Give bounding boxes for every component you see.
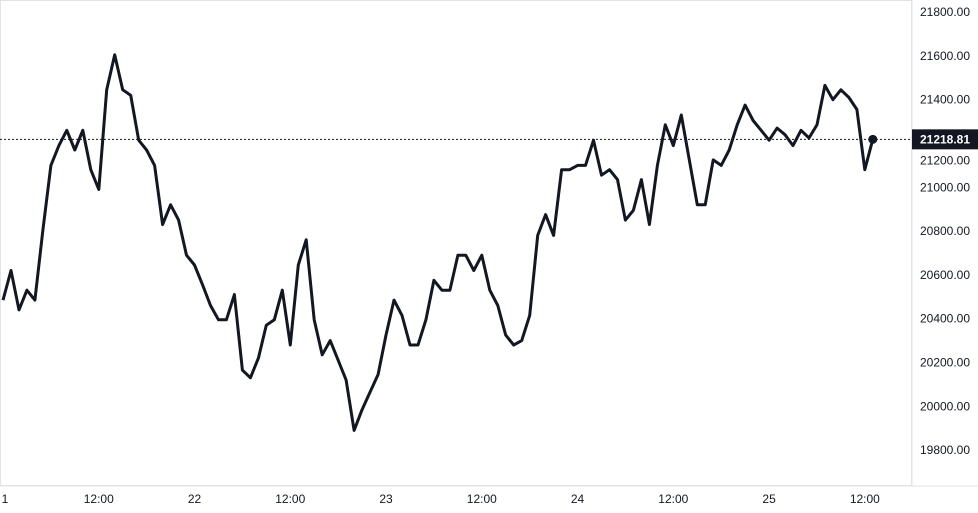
price-tick-label: 21000.00 (920, 180, 970, 194)
time-tick-label: 25 (762, 492, 776, 506)
price-tick-label: 20800.00 (920, 224, 970, 238)
current-price-label: 21218.81 (920, 132, 970, 146)
price-tick-label: 20600.00 (920, 268, 970, 282)
time-tick-label: 12:00 (275, 492, 305, 506)
current-price-label-bg (912, 129, 978, 150)
time-tick-label: 1 (2, 492, 9, 506)
price-line (1, 53, 875, 432)
price-tick-label: 20200.00 (920, 355, 970, 369)
plot-area[interactable] (0, 0, 912, 486)
price-tick-label: 19800.00 (920, 443, 970, 457)
price-axis[interactable]: 21800.00 21600.00 21400.00 21200.00 21000.00… (920, 5, 970, 457)
price-tick-label: 20400.00 (920, 312, 970, 326)
time-tick-label: 12:00 (84, 492, 114, 506)
time-tick-label: 12:00 (658, 492, 688, 506)
time-tick-label: 22 (188, 492, 202, 506)
price-tick-label: 21600.00 (920, 49, 970, 63)
time-tick-label: 24 (571, 492, 585, 506)
time-tick-label: 23 (379, 492, 393, 506)
price-tick-label: 21200.00 (920, 153, 970, 167)
price-tick-label: 21400.00 (920, 93, 970, 107)
last-price-dot (868, 134, 878, 144)
time-tick-label: 12:00 (850, 492, 880, 506)
time-tick-label: 12:00 (467, 492, 497, 506)
price-tick-label: 20000.00 (920, 399, 970, 413)
time-axis[interactable]: 1 12:00 22 12:00 23 12:00 24 12:00 25 12:00 (2, 492, 881, 506)
price-tick-label: 21800.00 (920, 5, 970, 19)
